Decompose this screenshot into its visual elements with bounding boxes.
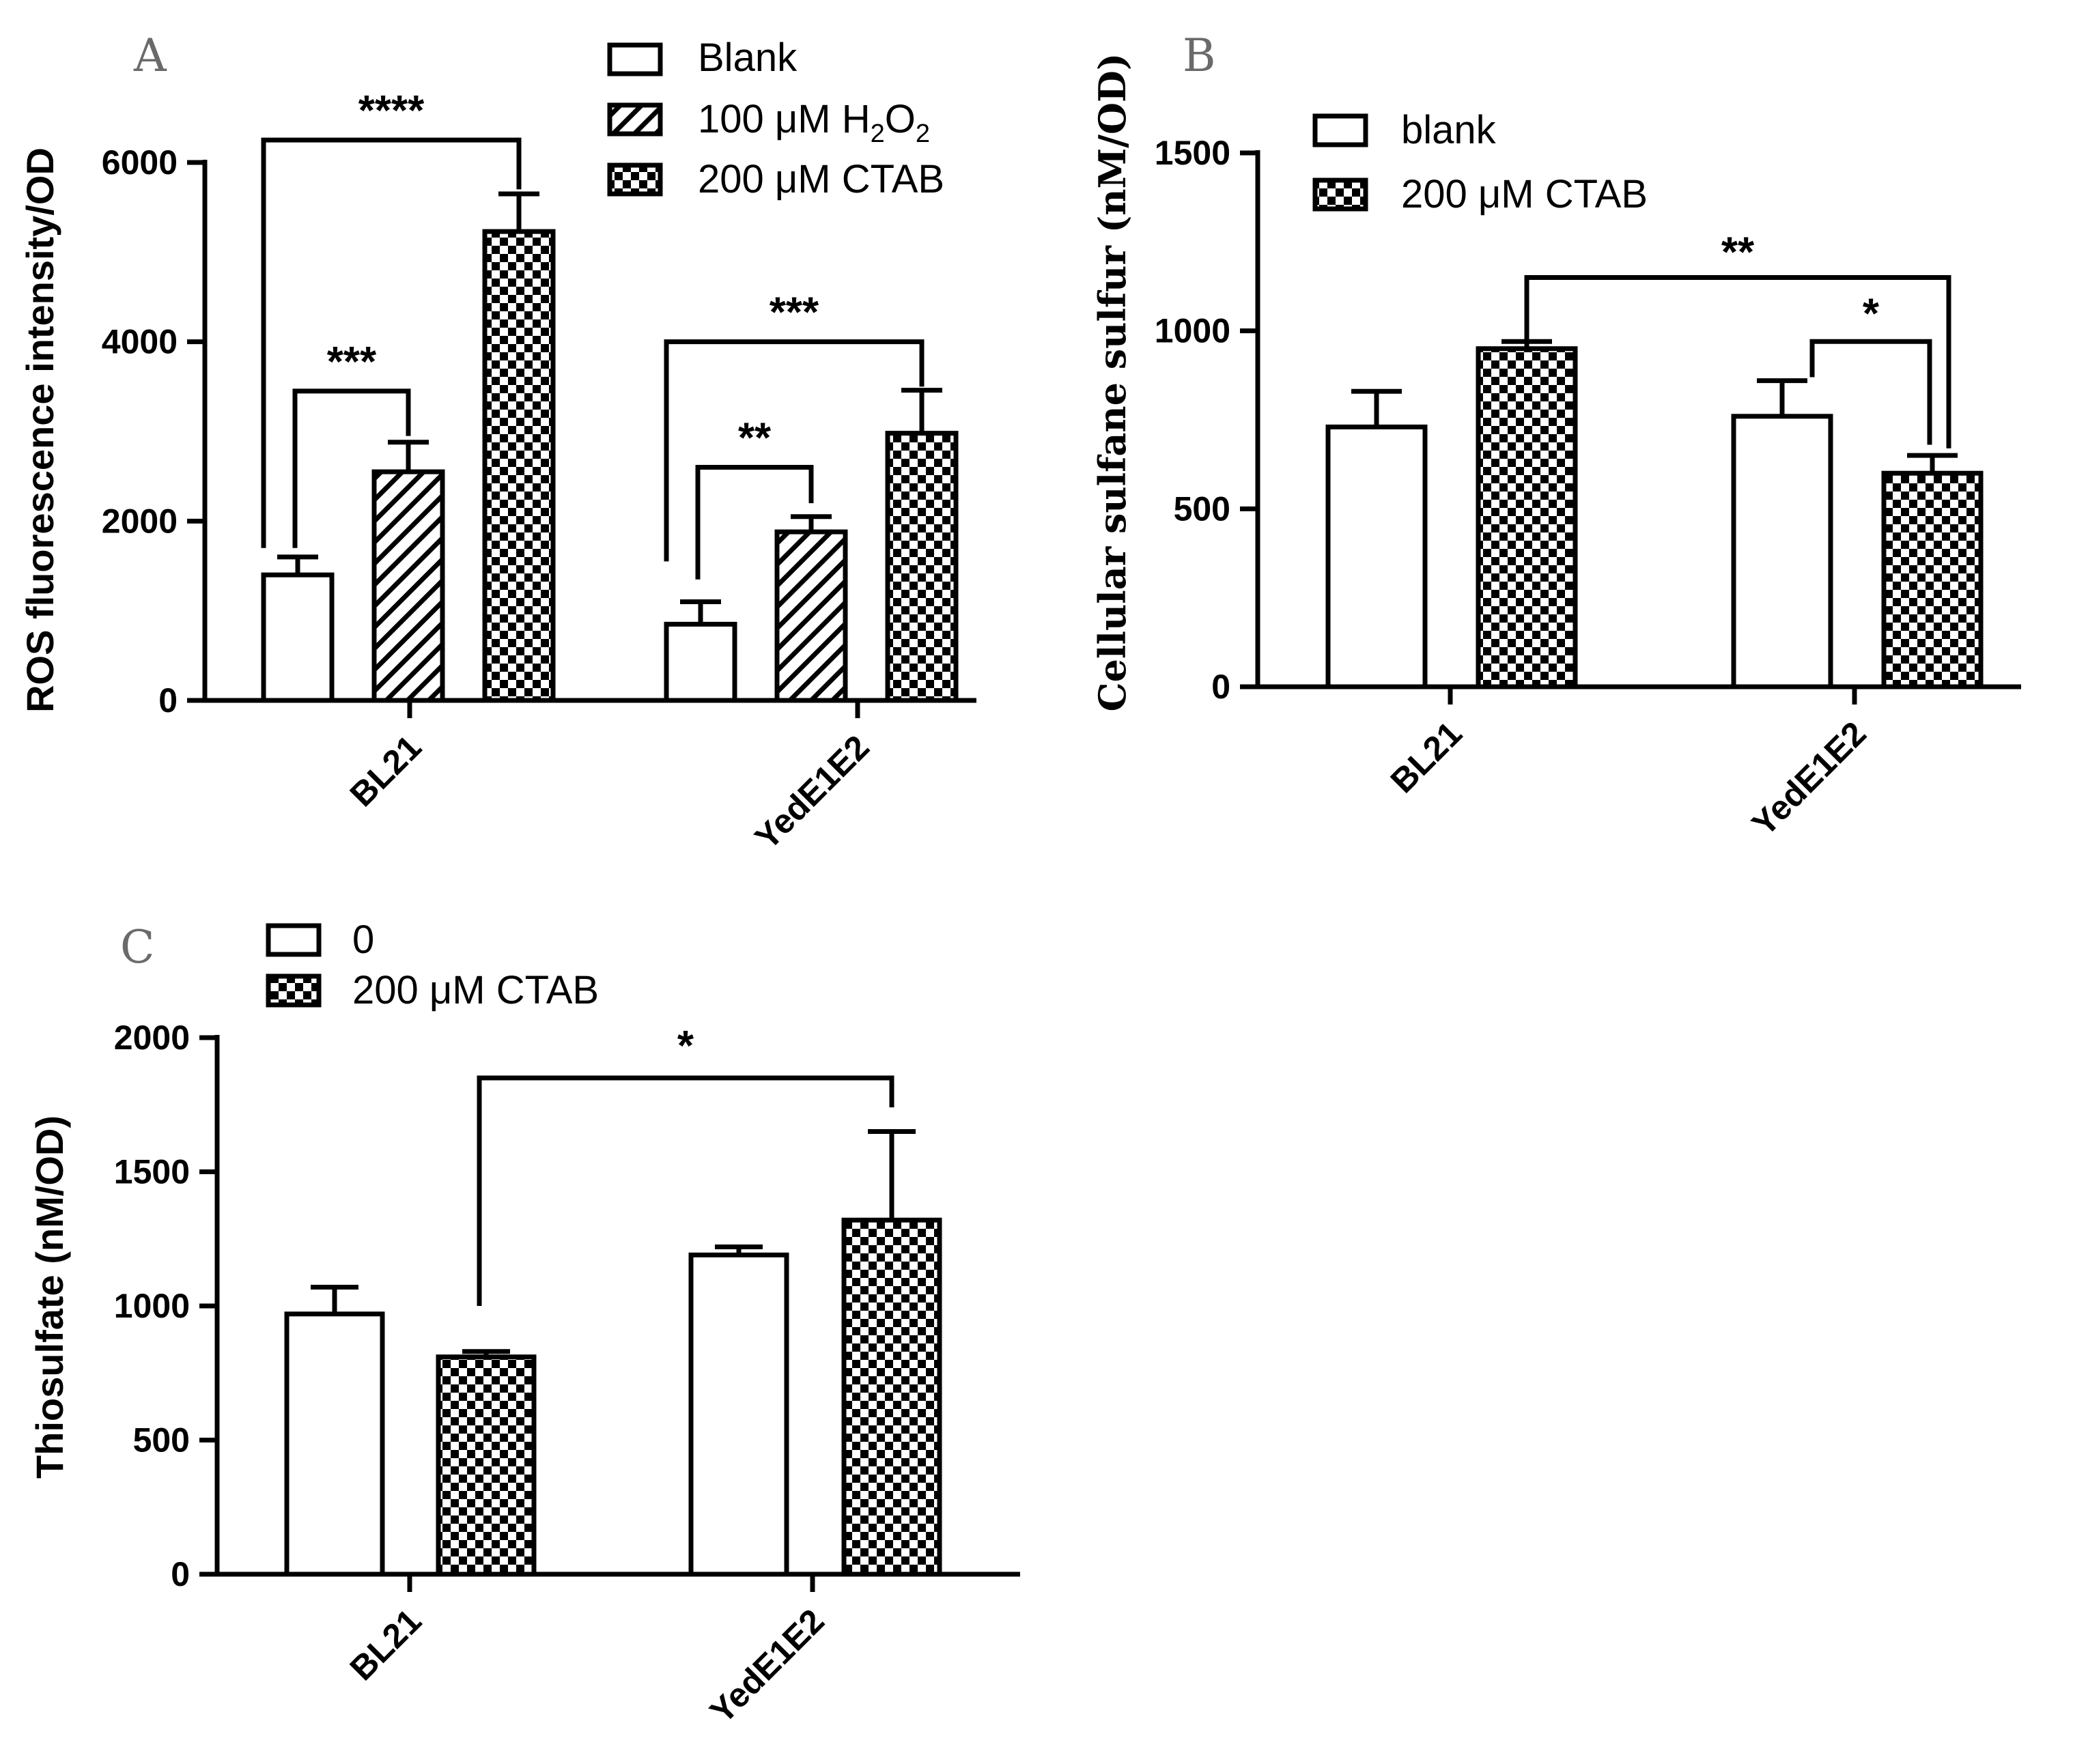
- x-tick-label: BL21: [1383, 714, 1469, 800]
- significance-label: *: [677, 1023, 694, 1070]
- bar-blank: [688, 1252, 789, 1577]
- y-tick-label: 1000: [1155, 312, 1230, 350]
- panel-a-letter: A: [133, 29, 167, 82]
- panel-c: C Thiosulfate (nM/OD) 0 200 μM CTAB 0 500…: [28, 917, 1020, 1731]
- significance-bracket: [477, 1075, 894, 1306]
- significance-bracket: [1524, 274, 1951, 449]
- legend-label-blank: blank: [1401, 108, 1497, 152]
- x-tick-label: BL21: [343, 728, 429, 814]
- legend-label-h2o2: 100 μM H2O2: [698, 97, 930, 148]
- legend-swatch-ctab: [607, 162, 663, 197]
- panel-c-plot: 0 500 1000 1500 2000 BL21 YedE1E2 *: [114, 1019, 1020, 1731]
- y-tick-label: 2000: [102, 502, 178, 540]
- legend-swatch-blank: [607, 42, 663, 76]
- bar-checker: [436, 1354, 537, 1577]
- y-tick-label: 6000: [102, 143, 178, 182]
- y-tick-label: 500: [133, 1421, 190, 1460]
- bar-checker: [482, 229, 556, 703]
- bar-blank: [261, 572, 335, 703]
- bar-hatch: [774, 529, 848, 703]
- bar-checker: [841, 1217, 942, 1577]
- significance-label: **: [1721, 229, 1755, 276]
- legend-label-ctab: 200 μM CTAB: [352, 968, 599, 1012]
- legend-label-zero: 0: [352, 917, 374, 962]
- panel-b-letter: B: [1183, 29, 1216, 82]
- y-tick-label: 2000: [114, 1019, 190, 1057]
- bar-blank: [664, 621, 737, 703]
- bar-checker: [885, 431, 959, 703]
- significance-label: **: [738, 415, 772, 462]
- legend-swatch-h2o2: [607, 102, 663, 137]
- y-tick-label: 1500: [114, 1153, 190, 1191]
- significance-label: ****: [358, 87, 425, 134]
- y-tick-label: 1500: [1155, 134, 1230, 172]
- x-tick-label: YedE1E2: [1745, 714, 1874, 843]
- panel-a-ylabel: ROS fluorescence intensity/OD: [18, 147, 61, 713]
- x-tick-label: YedE1E2: [748, 728, 877, 857]
- x-tick-label: BL21: [343, 1602, 429, 1688]
- panel-a: A ROS fluorescence intensity/OD Blank 10…: [18, 29, 976, 857]
- bar-checker: [1881, 470, 1984, 689]
- bar-hatch: [371, 469, 445, 703]
- bar-blank: [1325, 424, 1428, 689]
- legend-swatch-blank: [1312, 113, 1368, 147]
- panel-b-ylabel: Cellular sulfane sulfur (nM/OD): [1090, 53, 1134, 712]
- significance-bracket: [695, 465, 814, 580]
- bar-blank: [284, 1311, 385, 1577]
- y-tick-label: 0: [1211, 668, 1230, 706]
- bar-blank: [1731, 414, 1833, 689]
- significance-bracket: [664, 339, 925, 562]
- panel-b-legend: blank 200 μM CTAB: [1312, 108, 1648, 216]
- legend-swatch-zero: [266, 923, 322, 957]
- significance-label: ***: [327, 339, 377, 386]
- panel-a-legend: Blank 100 μM H2O2 200 μM CTAB: [607, 35, 944, 201]
- legend-swatch-ctab: [1312, 177, 1368, 212]
- panel-b: B Cellular sulfane sulfur (nM/OD) blank …: [1090, 29, 2021, 843]
- y-tick-label: 0: [171, 1555, 190, 1593]
- panel-c-legend: 0 200 μM CTAB: [266, 917, 599, 1012]
- significance-bracket: [261, 137, 522, 548]
- significance-label: ***: [770, 289, 819, 337]
- legend-label-ctab: 200 μM CTAB: [698, 157, 944, 201]
- legend-swatch-ctab: [266, 973, 322, 1008]
- bar-checker: [1476, 346, 1578, 689]
- significance-label: *: [1863, 290, 1880, 337]
- legend-label-ctab: 200 μM CTAB: [1401, 172, 1648, 216]
- panel-c-ylabel: Thiosulfate (nM/OD): [28, 1115, 71, 1479]
- y-tick-label: 0: [158, 681, 178, 720]
- y-tick-label: 4000: [102, 323, 178, 361]
- panel-c-letter: C: [120, 921, 155, 973]
- significance-bracket: [292, 388, 411, 548]
- x-tick-label: YedE1E2: [703, 1602, 832, 1731]
- y-tick-label: 1000: [114, 1287, 190, 1325]
- significance-bracket: [1809, 339, 1932, 445]
- legend-label-blank: Blank: [698, 35, 798, 80]
- y-tick-label: 500: [1174, 489, 1230, 528]
